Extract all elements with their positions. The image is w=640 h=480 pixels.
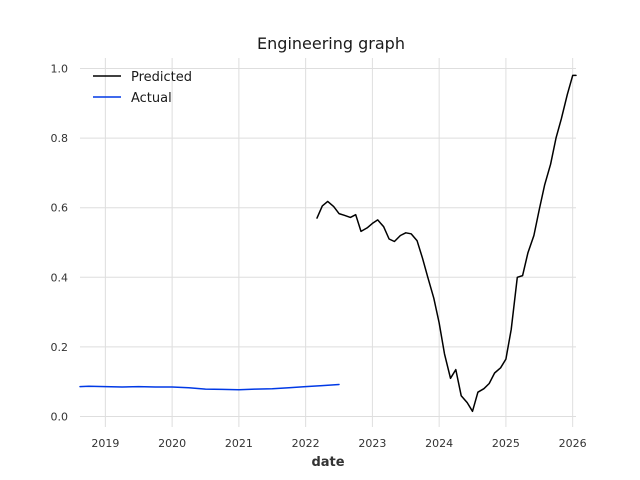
series-line-predicted [316,74,577,413]
x-tick-label: 2024 [425,437,453,450]
x-tick-label: 2021 [225,437,253,450]
x-tick-label: 2023 [358,437,386,450]
tick-layer: 2019 2020 2021 2022 2023 2024 2025 2026 0.0 0.2 0.… [51,62,587,450]
series-layer [79,74,577,413]
y-tick-label: 0.4 [51,271,69,284]
grid-layer [80,58,576,427]
legend-label-actual: Actual [131,91,172,106]
x-tick-label: 2020 [158,437,186,450]
y-tick-label: 0.6 [51,202,69,215]
y-tick-label: 1.0 [51,62,69,75]
x-tick-label: 2019 [91,437,119,450]
chart-title: Engineering graph [257,34,405,53]
y-tick-label: 0.8 [51,132,69,145]
y-tick-label: 0.0 [51,411,69,424]
y-tick-label: 0.2 [51,341,69,354]
x-tick-label: 2026 [559,437,587,450]
x-tick-label: 2025 [492,437,520,450]
x-axis-label: date [311,455,344,470]
x-tick-label: 2022 [292,437,320,450]
legend-label-predicted: Predicted [131,70,192,85]
series-line-actual [79,383,340,391]
legend: Predicted Actual [93,70,192,106]
